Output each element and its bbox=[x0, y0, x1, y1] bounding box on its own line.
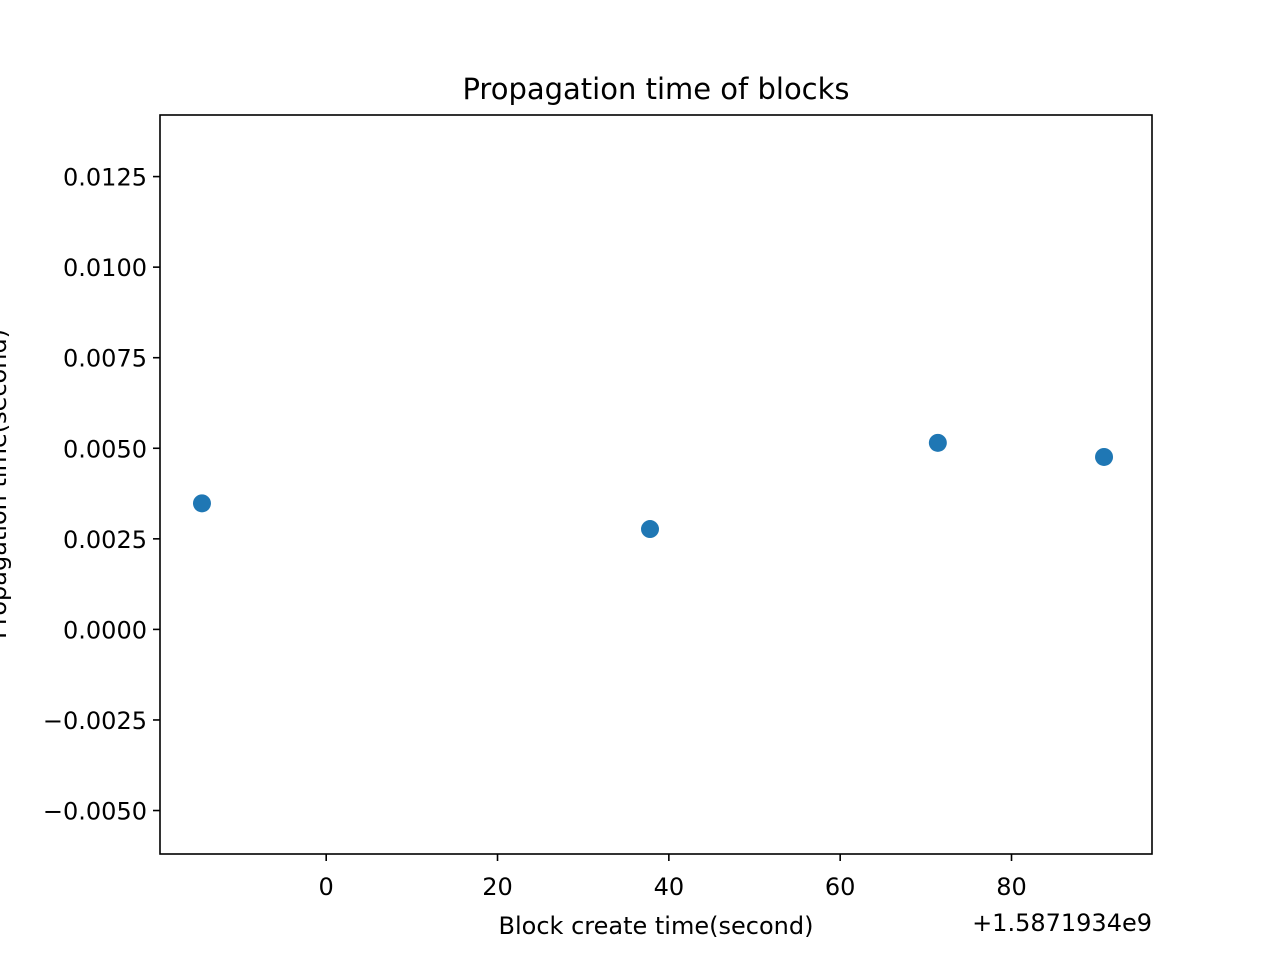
x-axis-offset-label: +1.5871934e9 bbox=[972, 909, 1152, 937]
chart-title: Propagation time of blocks bbox=[462, 72, 849, 106]
data-point bbox=[192, 494, 211, 513]
y-axis-label: Propagation time(second) bbox=[0, 329, 12, 639]
y-axis: −0.0050 −0.0025 0.0000 0.0025 0.0050 0.0075 0.… bbox=[43, 164, 160, 826]
x-tick-label: 60 bbox=[825, 873, 856, 901]
x-tick-label: 20 bbox=[482, 873, 513, 901]
y-tick-label: 0.0025 bbox=[63, 526, 147, 554]
plot-frame bbox=[159, 114, 1153, 855]
x-axis-label: Block create time(second) bbox=[499, 912, 814, 940]
x-tick-label: 0 bbox=[319, 873, 334, 901]
x-axis: 0 20 40 60 80 bbox=[319, 854, 1027, 901]
y-tick-label: 0.0050 bbox=[63, 435, 147, 463]
y-tick-label: 0.0100 bbox=[63, 254, 147, 282]
y-tick-label: −0.0025 bbox=[43, 707, 147, 735]
x-tick-label: 40 bbox=[654, 873, 685, 901]
plot-area bbox=[192, 433, 1114, 539]
y-tick-label: 0.0000 bbox=[63, 616, 147, 644]
data-point bbox=[928, 433, 947, 452]
data-point bbox=[641, 520, 660, 539]
data-point bbox=[1095, 447, 1114, 466]
y-tick-label: −0.0050 bbox=[43, 798, 147, 826]
y-tick-label: 0.0125 bbox=[63, 164, 147, 192]
y-tick-label: 0.0075 bbox=[63, 345, 147, 373]
x-tick-label: 80 bbox=[996, 873, 1027, 901]
